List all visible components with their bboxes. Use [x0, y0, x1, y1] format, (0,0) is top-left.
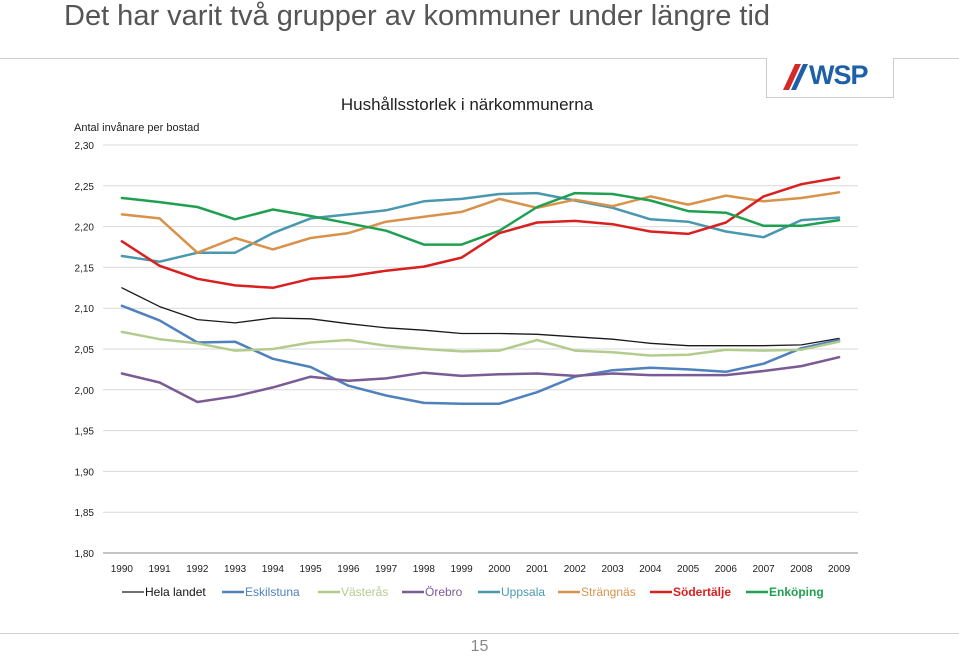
series-line-5: [120, 191, 841, 254]
household-size-chart: Antal invånare per bostad Hushållsstorle…: [74, 95, 858, 599]
x-tick-label: 2000: [488, 564, 511, 575]
x-tick-label: 2003: [602, 564, 625, 575]
x-tick-label: 1996: [337, 564, 360, 575]
series-line-7: [120, 191, 841, 246]
series-line-2: [120, 330, 841, 357]
series-line-1: [120, 304, 841, 405]
x-tick-label: 1997: [375, 564, 398, 575]
series-line-4: [120, 191, 841, 263]
y-tick-label: 2,00: [75, 386, 95, 397]
x-tick-label: 2009: [828, 564, 851, 575]
x-tick-label: 1990: [111, 564, 134, 575]
wsp-logo-mark-icon: [783, 64, 808, 90]
legend-label: Strängnäs: [581, 585, 636, 599]
slide-title: Det har varit två grupper av kommuner un…: [64, 0, 771, 32]
legend-label: Hela landet: [145, 585, 206, 599]
wsp-logo: WSP: [766, 58, 894, 98]
wsp-logo-text: WSP: [809, 60, 869, 90]
x-tick-label: 1994: [262, 564, 285, 575]
y-axis-label: Antal invånare per bostad: [74, 122, 199, 134]
legend-label: Eskilstuna: [245, 585, 300, 599]
y-tick-label: 1,80: [75, 549, 95, 560]
series-line-3: [120, 355, 841, 404]
x-tick-label: 2006: [715, 564, 738, 575]
chart-title: Hushållsstorlek i närkommunerna: [341, 95, 594, 114]
x-tick-label: 2007: [753, 564, 776, 575]
legend-label: Uppsala: [501, 585, 545, 599]
y-tick-label: 1,90: [75, 467, 95, 478]
x-tick-label: 2001: [526, 564, 549, 575]
x-tick-label: 2008: [790, 564, 813, 575]
series-line-6: [120, 176, 841, 290]
x-tick-label: 1995: [300, 564, 323, 575]
legend-label: Örebro: [425, 585, 463, 599]
x-tick-label: 1993: [224, 564, 247, 575]
page-number: 15: [470, 638, 489, 655]
legend-label: Västerås: [341, 585, 388, 599]
y-tick-label: 2,30: [75, 141, 95, 152]
y-tick-label: 1,85: [75, 508, 95, 519]
y-tick-label: 2,25: [75, 182, 95, 193]
title-divider: [0, 58, 959, 59]
y-tick-label: 2,10: [75, 304, 95, 315]
y-tick-label: 2,05: [75, 345, 95, 356]
footer-divider: [0, 633, 959, 634]
y-tick-label: 2,15: [75, 263, 95, 274]
x-tick-label: 1991: [149, 564, 172, 575]
x-tick-label: 1998: [413, 564, 436, 575]
series-line-0: [121, 287, 840, 347]
legend-label: Enköping: [769, 585, 824, 599]
x-tick-label: 1999: [451, 564, 474, 575]
y-tick-label: 1,95: [75, 427, 95, 438]
x-tick-label: 2004: [639, 564, 662, 575]
y-tick-label: 2,20: [75, 223, 95, 234]
x-tick-label: 2002: [564, 564, 587, 575]
x-tick-label: 2005: [677, 564, 700, 575]
legend-label: Södertälje: [673, 585, 731, 599]
x-tick-label: 1992: [186, 564, 209, 575]
